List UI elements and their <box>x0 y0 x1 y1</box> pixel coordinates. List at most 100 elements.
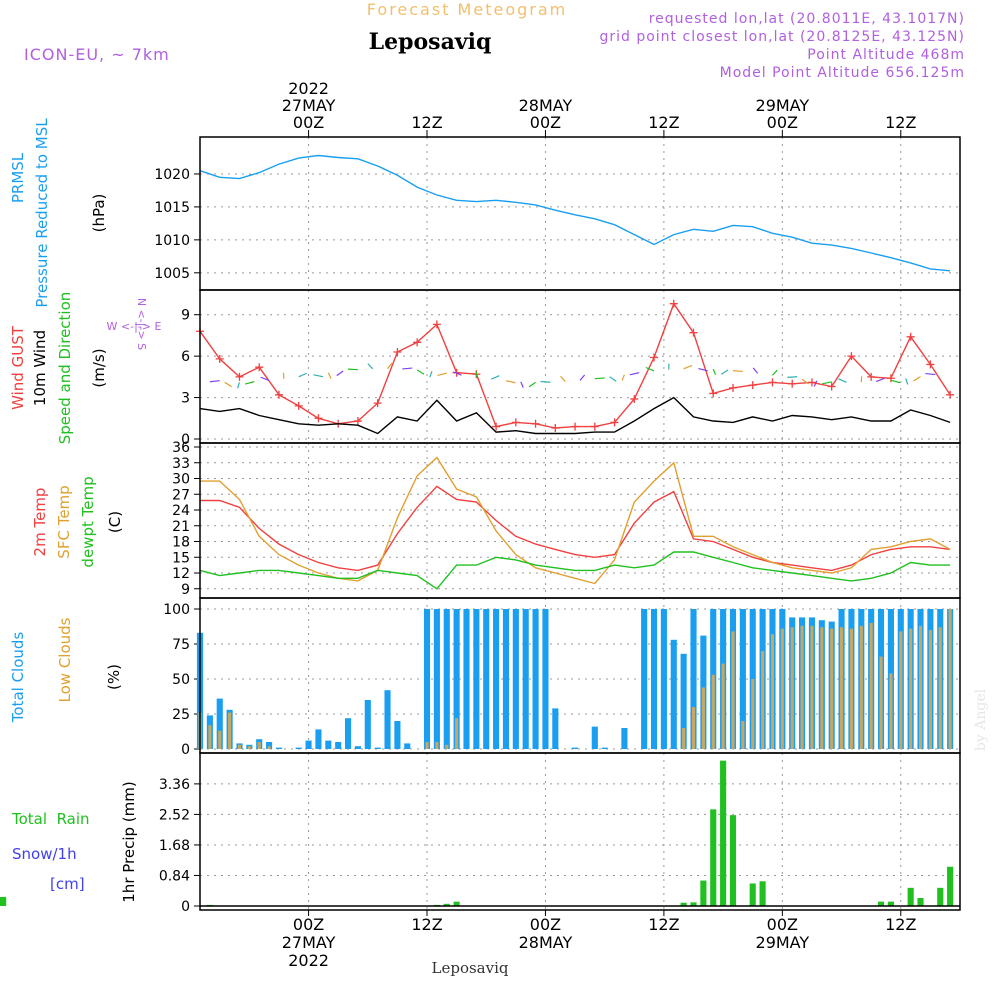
panel-0: 1005 1010 1015 1020 <box>154 136 961 291</box>
gust-marker <box>432 320 441 329</box>
gust-marker <box>413 338 422 347</box>
y-tick-label: 1005 <box>154 266 190 282</box>
low-cloud-bar <box>909 628 913 749</box>
y-tick-label: 21 <box>172 519 190 535</box>
wind-arrow <box>720 369 729 375</box>
low-cloud-bar <box>701 687 705 749</box>
x-tick-label: 27MAY <box>282 96 336 115</box>
precip-panel-labels: Total Rain Snow/1h [cm] 1hr Precip (mm) <box>11 781 138 902</box>
low-cloud-bar <box>691 707 696 749</box>
model-label: ICON-EU, ~ 7km <box>24 45 170 64</box>
rain-bar <box>680 902 687 906</box>
wind-arrow <box>209 380 220 383</box>
gust-marker <box>610 418 619 427</box>
rain-bar <box>877 901 885 906</box>
low-cloud-bar <box>790 627 794 749</box>
series-line-dewpt-temp <box>199 551 951 590</box>
gust-marker <box>511 418 520 427</box>
total-cloud-bar <box>670 639 677 749</box>
wind-unit: (m/s) <box>90 348 108 387</box>
low-cloud-bar <box>731 631 735 749</box>
gust-marker <box>393 348 402 356</box>
low-cloud-bar <box>721 663 725 749</box>
compass-ns: N <-|-> S <box>135 298 148 350</box>
series-line-2m-temp <box>200 485 951 572</box>
low-cloud-bar <box>741 721 745 749</box>
y-tick-label: 3 <box>181 391 190 407</box>
y-tick-label: 0.84 <box>159 868 190 884</box>
wind-arrow <box>387 362 393 369</box>
wind-arrow <box>579 374 586 381</box>
low-cloud-bar <box>247 746 251 749</box>
gust-marker <box>235 372 244 381</box>
wind-panel-labels: Wind GUST 10m Wind Speed and Direction (… <box>9 292 161 445</box>
total-cloud-bar <box>512 609 519 749</box>
gust-marker <box>886 374 895 383</box>
low-cloud-bar <box>948 609 952 749</box>
total-clouds-label: Total Clouds <box>9 632 27 724</box>
y-tick-label: 9 <box>181 308 190 324</box>
low-clouds-label: Low Clouds <box>56 617 74 702</box>
dewpt-label: dewpt Temp <box>79 476 97 567</box>
temp-unit: (C) <box>106 511 124 533</box>
location-title: Leposaviq <box>369 29 492 55</box>
x-tick-label: 00Z <box>530 113 561 132</box>
total-cloud-bar <box>433 609 440 749</box>
clouds-unit: (%) <box>105 664 123 690</box>
wind-arrow <box>594 377 605 380</box>
cloud-panel-labels: Total Clouds Low Clouds (%) <box>9 617 123 723</box>
low-cloud-bar <box>879 656 883 749</box>
wind-arrow <box>913 376 921 382</box>
low-cloud-bar <box>889 673 893 749</box>
total-cloud-bar <box>493 609 500 749</box>
total-cloud-bar <box>325 740 332 749</box>
low-cloud-bar <box>267 746 271 749</box>
total-cloud-bar <box>364 700 371 749</box>
rain-bar <box>937 887 944 906</box>
gust-marker <box>689 328 698 337</box>
y-tick-label: 27 <box>172 487 190 503</box>
wind-arrow <box>244 381 255 385</box>
wind-arrow <box>875 377 885 383</box>
wind-arrow <box>437 372 447 376</box>
low-cloud-bar <box>840 627 844 749</box>
low-cloud-bar <box>770 634 774 749</box>
y-tick-label: 25 <box>172 707 190 723</box>
wind-arrow <box>609 376 617 382</box>
low-cloud-bar <box>918 625 923 749</box>
wind-arrow <box>822 381 832 385</box>
total-cloud-bar <box>374 747 381 749</box>
y-tick-label: 6 <box>181 349 190 365</box>
wind-arrow <box>629 372 640 376</box>
low-cloud-bar <box>830 628 834 749</box>
gust-marker <box>255 363 264 372</box>
wind-arrow <box>313 374 324 378</box>
rain-bar <box>710 809 717 906</box>
total-cloud-bar <box>216 698 223 749</box>
low-cloud-bar <box>849 628 853 749</box>
panel-frame <box>199 136 961 291</box>
wind-arrow <box>452 371 462 376</box>
wind-arrow <box>540 380 551 383</box>
total-cloud-bar <box>522 609 529 749</box>
gust-marker <box>669 299 678 308</box>
low-cloud-bar <box>711 674 715 749</box>
x-tick-label: 2022 <box>288 79 329 98</box>
requested-coords: requested lon,lat (20.8011E, 43.1017N) <box>649 11 965 27</box>
panel-3: 0 25 50 75 100 <box>163 597 961 758</box>
gust-marker <box>492 422 501 431</box>
gust-marker <box>788 379 797 388</box>
total-cloud-bar <box>641 609 648 749</box>
y-tick-label: 24 <box>172 503 190 519</box>
gust-marker <box>314 414 323 423</box>
t2m-label: 2m Temp <box>31 488 49 557</box>
y-tick-label: 9 <box>181 582 190 598</box>
gust-marker <box>926 360 935 369</box>
wind-arrow <box>528 381 536 388</box>
wind-dir-label: Speed and Direction <box>56 292 74 445</box>
low-cloud-bar <box>810 625 814 749</box>
y-tick-label: 12 <box>172 566 190 582</box>
